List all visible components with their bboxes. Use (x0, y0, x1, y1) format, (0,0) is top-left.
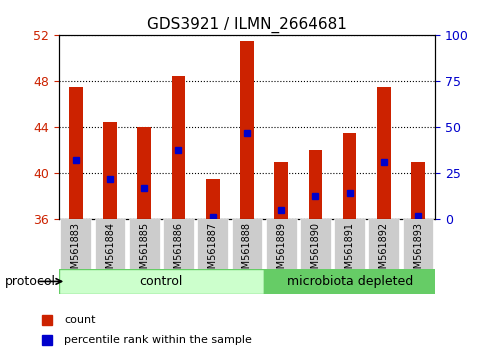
Text: GSM561890: GSM561890 (310, 222, 320, 281)
FancyBboxPatch shape (231, 219, 262, 269)
Bar (376, 87, 390, 219)
Text: GSM561886: GSM561886 (173, 222, 183, 281)
FancyBboxPatch shape (402, 219, 433, 269)
Text: GSM561891: GSM561891 (344, 222, 354, 281)
Text: microbiota depleted: microbiota depleted (286, 275, 412, 288)
FancyBboxPatch shape (197, 219, 227, 269)
FancyBboxPatch shape (60, 219, 91, 269)
FancyBboxPatch shape (299, 219, 330, 269)
Text: GSM561883: GSM561883 (71, 222, 81, 281)
Text: GSM561884: GSM561884 (105, 222, 115, 281)
Bar (137, 127, 151, 219)
Bar (308, 150, 322, 219)
Bar (410, 162, 424, 219)
FancyBboxPatch shape (265, 219, 296, 269)
Bar (69, 87, 82, 219)
Text: GSM561885: GSM561885 (139, 222, 149, 281)
Bar (240, 41, 253, 219)
Text: count: count (64, 315, 95, 325)
Text: GSM561887: GSM561887 (207, 222, 217, 281)
Bar (103, 122, 117, 219)
Text: GSM561893: GSM561893 (412, 222, 422, 281)
Bar (274, 162, 287, 219)
FancyBboxPatch shape (264, 269, 434, 294)
FancyBboxPatch shape (129, 219, 159, 269)
Text: GSM561892: GSM561892 (378, 222, 388, 281)
Text: percentile rank within the sample: percentile rank within the sample (64, 335, 251, 345)
FancyBboxPatch shape (368, 219, 399, 269)
Bar (171, 76, 185, 219)
Text: control: control (140, 275, 183, 288)
Text: GSM561888: GSM561888 (242, 222, 251, 281)
FancyBboxPatch shape (59, 269, 264, 294)
Title: GDS3921 / ILMN_2664681: GDS3921 / ILMN_2664681 (147, 16, 346, 33)
FancyBboxPatch shape (163, 219, 193, 269)
Text: protocol: protocol (5, 275, 56, 288)
FancyBboxPatch shape (334, 219, 364, 269)
Bar (205, 179, 219, 219)
Text: GSM561889: GSM561889 (276, 222, 285, 281)
Bar (342, 133, 356, 219)
FancyBboxPatch shape (94, 219, 125, 269)
